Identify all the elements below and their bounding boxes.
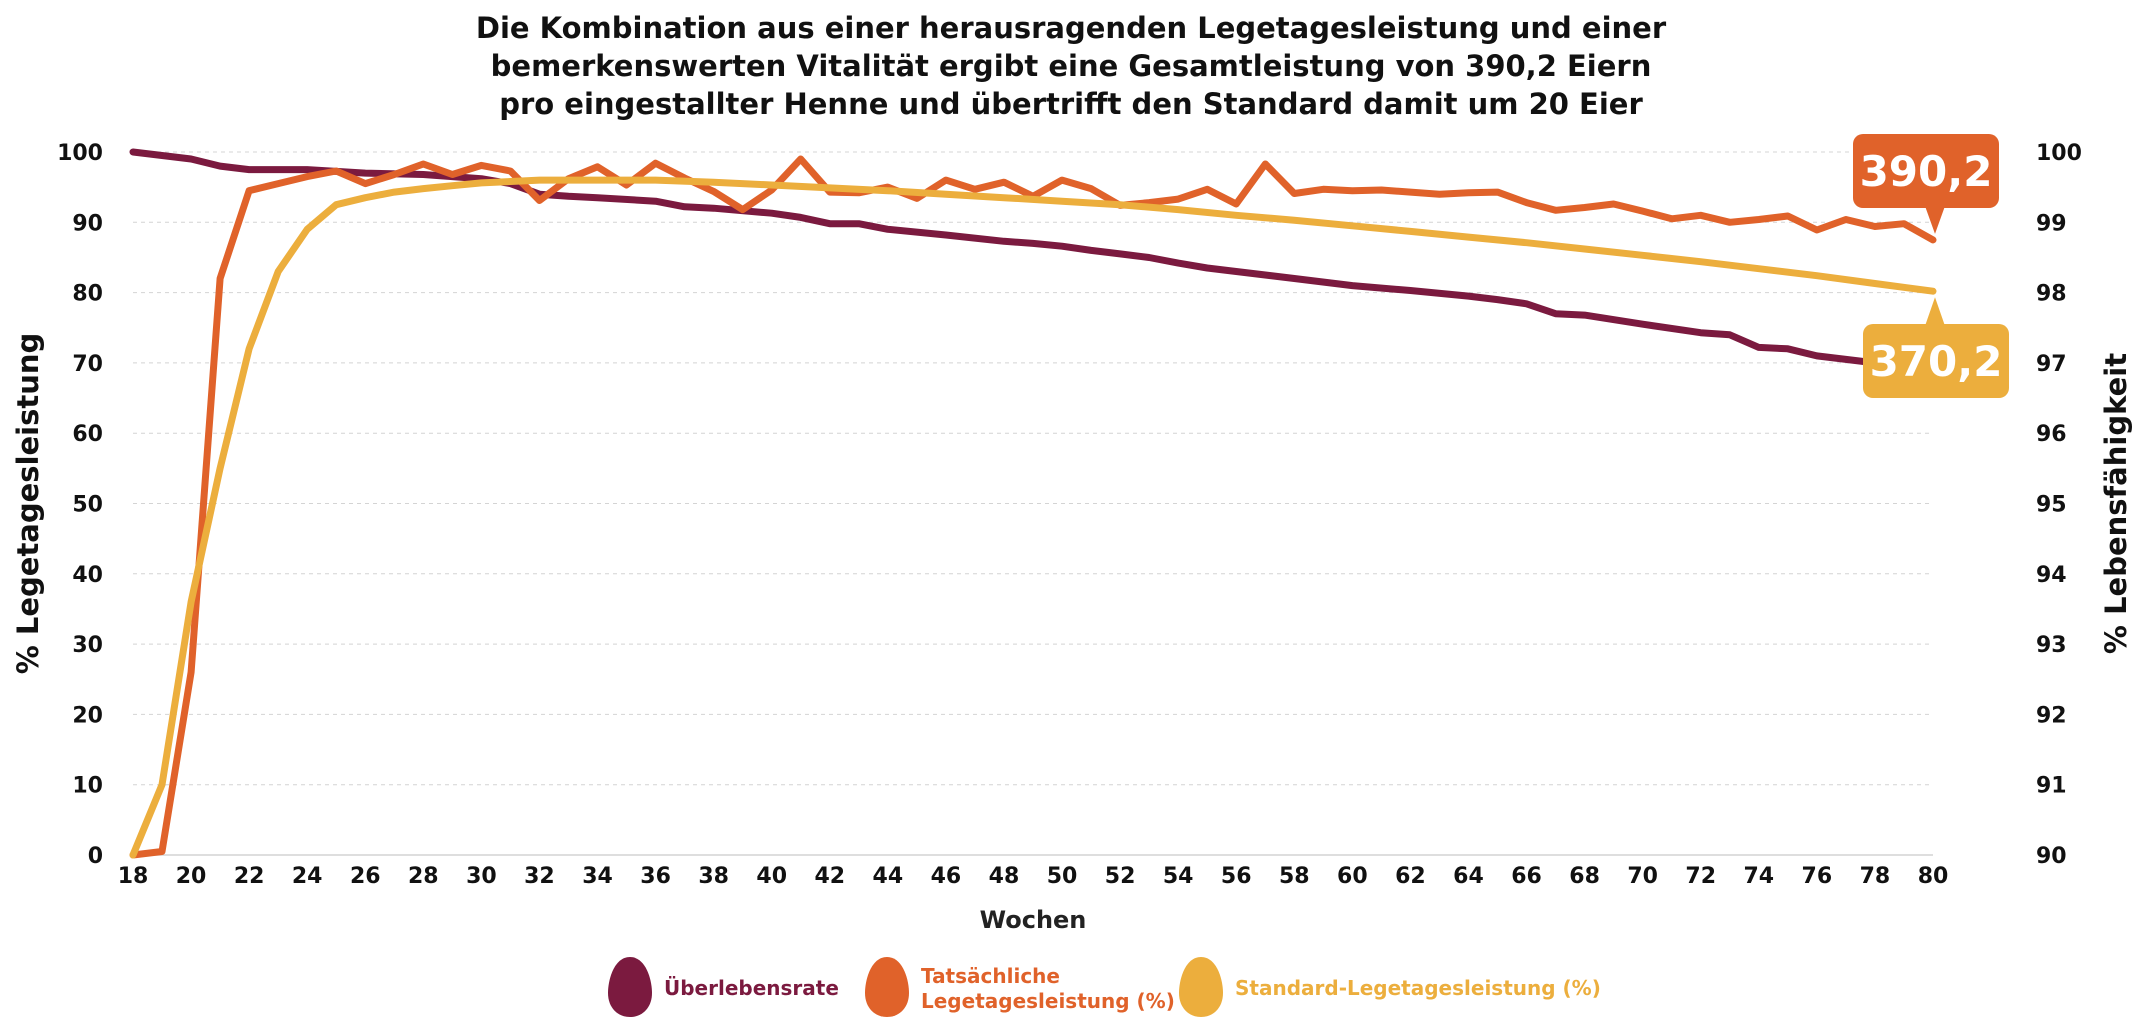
- y2-tick-label: 96: [2036, 422, 2067, 447]
- y-tick-label: 30: [72, 633, 103, 658]
- x-tick-label: 48: [989, 864, 1020, 889]
- x-tick-label: 36: [640, 864, 671, 889]
- series-line-1: [129, 155, 1937, 859]
- x-tick-label: 44: [873, 864, 904, 889]
- callout-pointer: [1925, 297, 1945, 326]
- legend-label: Überlebensrate: [664, 976, 839, 1000]
- y-axis-left-label: % Legetagesleistung: [11, 333, 45, 675]
- x-tick-label: 30: [466, 864, 497, 889]
- y-tick-label: 10: [72, 774, 103, 799]
- legend-item-0: Überlebensrate: [608, 957, 839, 1017]
- x-tick-label: 66: [1511, 864, 1542, 889]
- callout-value: 390,2: [1860, 147, 1993, 196]
- data-series: [129, 148, 1937, 859]
- chart-title-line: bemerkenswerten Vitalität ergibt eine Ge…: [491, 49, 1652, 83]
- x-tick-label: 54: [1163, 864, 1194, 889]
- x-tick-label: 24: [292, 864, 323, 889]
- y2-tick-label: 93: [2036, 633, 2067, 658]
- y-tick-label: 70: [72, 352, 103, 377]
- x-axis-ticks: 18 20 22 24 26 28 30 32 34 36 38 40 42 44 46 48 50 52 54 56…: [118, 864, 1949, 889]
- callout-pointer: [1925, 206, 1945, 234]
- legend-item-2: Standard-Legetagesleistung (%): [1179, 957, 1601, 1017]
- x-tick-label: 50: [1047, 864, 1078, 889]
- x-tick-label: 56: [1221, 864, 1252, 889]
- x-tick-label: 68: [1569, 864, 1600, 889]
- callout-value: 370,2: [1870, 337, 2003, 386]
- chart-title-line: Die Kombination aus einer herausragenden…: [476, 11, 1667, 45]
- y-tick-label: 20: [72, 703, 103, 728]
- y-axis-right-ticks: 90 91 92 93 94 95 96 97 98 99 100: [2036, 141, 2082, 869]
- x-tick-label: 38: [698, 864, 729, 889]
- y-tick-label: 90: [72, 211, 103, 236]
- y2-tick-label: 95: [2036, 493, 2067, 518]
- y2-tick-label: 92: [2036, 703, 2067, 728]
- legend-label: Legetagesleistung (%): [921, 989, 1175, 1013]
- y-tick-label: 40: [72, 563, 103, 588]
- x-tick-label: 34: [582, 864, 613, 889]
- x-tick-label: 28: [408, 864, 439, 889]
- x-tick-label: 46: [931, 864, 962, 889]
- callout-box: [1853, 134, 1999, 208]
- y2-tick-label: 97: [2036, 352, 2067, 377]
- x-tick-label: 62: [1395, 864, 1426, 889]
- egg-icon: [608, 957, 652, 1017]
- x-tick-label: 64: [1453, 864, 1484, 889]
- legend-label: Standard-Legetagesleistung (%): [1235, 976, 1601, 1000]
- value-callouts: 390,2 370,2: [1853, 134, 2009, 398]
- x-tick-label: 20: [176, 864, 207, 889]
- x-tick-label: 72: [1685, 864, 1716, 889]
- y2-tick-label: 99: [2036, 211, 2067, 236]
- y-tick-label: 0: [88, 844, 103, 869]
- x-tick-label: 76: [1802, 864, 1833, 889]
- egg-icon: [1179, 957, 1223, 1017]
- x-tick-label: 32: [524, 864, 555, 889]
- x-tick-label: 60: [1337, 864, 1368, 889]
- callout-standard: 370,2: [1863, 297, 2009, 398]
- x-tick-label: 78: [1860, 864, 1891, 889]
- series-line-0: [129, 148, 1937, 377]
- y-tick-label: 50: [72, 493, 103, 518]
- egg-icon: [865, 957, 909, 1017]
- callout-box: [1863, 324, 2009, 398]
- x-tick-label: 58: [1279, 864, 1310, 889]
- callout-actual: 390,2: [1853, 134, 1999, 234]
- series-line-2: [129, 176, 1937, 859]
- y-axis-right-label: % Lebensfähigkeit: [2099, 353, 2133, 654]
- chart-title-line: pro eingestallter Henne und übertrifft d…: [499, 87, 1643, 121]
- x-tick-label: 74: [1743, 864, 1774, 889]
- y-tick-label: 80: [72, 282, 103, 307]
- x-tick-label: 40: [756, 864, 787, 889]
- legend-label: Tatsächliche: [921, 964, 1060, 988]
- x-tick-label: 26: [350, 864, 381, 889]
- y-tick-label: 60: [72, 422, 103, 447]
- x-tick-label: 70: [1627, 864, 1658, 889]
- grid-lines: [133, 151, 1933, 856]
- x-tick-label: 22: [234, 864, 265, 889]
- x-tick-label: 80: [1918, 864, 1949, 889]
- y2-tick-label: 91: [2036, 774, 2067, 799]
- y2-tick-label: 90: [2036, 844, 2067, 869]
- y2-tick-label: 94: [2036, 563, 2067, 588]
- chart-title: Die Kombination aus einer herausragenden…: [476, 11, 1667, 121]
- x-tick-label: 52: [1105, 864, 1136, 889]
- x-tick-label: 18: [118, 864, 149, 889]
- x-tick-label: 42: [814, 864, 845, 889]
- y2-tick-label: 98: [2036, 282, 2067, 307]
- x-axis-label: Wochen: [980, 906, 1087, 934]
- legend: Überlebensrate TatsächlicheLegetagesleist…: [608, 957, 1601, 1017]
- y2-tick-label: 100: [2036, 141, 2082, 166]
- y-axis-left-ticks: 0 10 20 30 40 50 60 70 80 90 100: [57, 141, 103, 869]
- y-tick-label: 100: [57, 141, 103, 166]
